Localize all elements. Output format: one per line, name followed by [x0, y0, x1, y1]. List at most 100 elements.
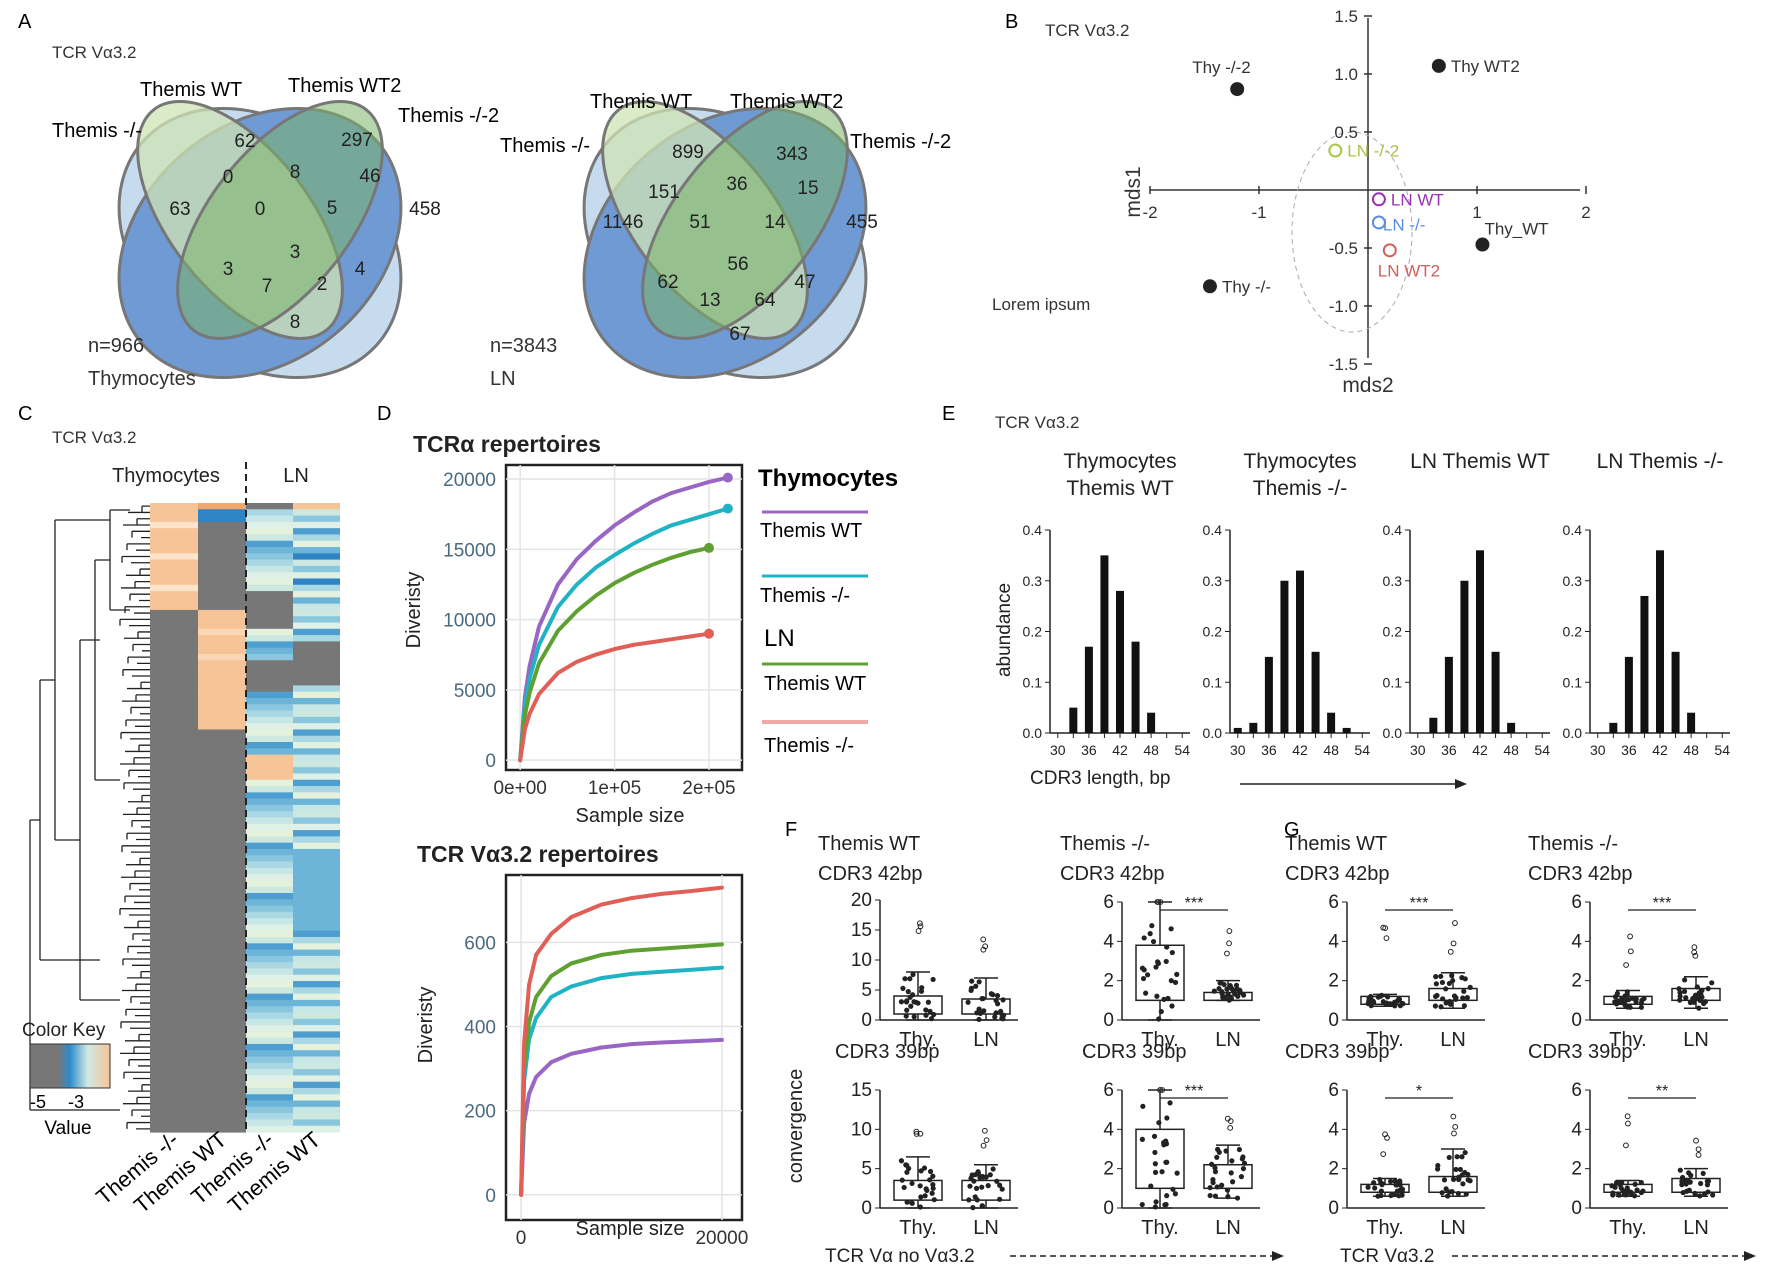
boxplot-point — [1694, 984, 1700, 990]
c-heat-cell — [293, 660, 340, 668]
c-heat-cell — [198, 622, 246, 630]
boxplot-point — [1682, 977, 1688, 983]
venn2-set-3 — [641, 100, 849, 340]
c-heat-cell — [198, 691, 246, 699]
c-heat-cell — [293, 653, 340, 661]
c-heat-cell — [198, 905, 246, 913]
panel-c-title: TCR Vα3.2 — [52, 428, 136, 447]
venn1-n: n=966 — [88, 335, 144, 357]
c-heat-cell — [246, 930, 293, 938]
boxplot-x-tick-label: LN — [1683, 1217, 1709, 1239]
c-heat-cell — [246, 760, 293, 768]
panel-letter-g: G — [1284, 819, 1300, 841]
c-key-tick-1: -5 — [30, 1092, 46, 1112]
boxplot-point — [1161, 1142, 1167, 1148]
venn1-v12: 7 — [262, 276, 273, 297]
panel-b-title: TCR Vα3.2 — [1045, 21, 1129, 40]
boxplot-point — [980, 1174, 986, 1180]
boxplot-point — [1224, 986, 1230, 992]
c-heat-cell — [150, 999, 198, 1007]
c-heat-cell — [150, 528, 198, 536]
boxplot-y-tick-label: 0 — [1328, 1010, 1339, 1031]
boxplot-y-tick-label: 10 — [851, 950, 872, 971]
c-heat-cell — [198, 918, 246, 926]
c-heat-cell — [246, 754, 293, 762]
d-series-endpoint — [722, 503, 733, 514]
e-y-tick-label: 0.3 — [1203, 573, 1223, 589]
boxplot-outlier — [913, 1131, 920, 1137]
c-heat-cell — [246, 817, 293, 825]
e-x-tick-label: 42 — [1292, 742, 1308, 758]
c-heat-cell — [293, 1119, 340, 1127]
boxplot-point — [1677, 997, 1683, 1003]
c-heat-cell — [293, 553, 340, 561]
boxplot-y-tick-label: 0 — [861, 1198, 872, 1219]
e-y-tick-label: 0.4 — [1203, 522, 1223, 538]
c-heat-cell — [150, 748, 198, 756]
venn1-v9: 5 — [327, 198, 338, 219]
boxplot-point — [1241, 1160, 1248, 1166]
c-heat-cell — [293, 968, 340, 976]
boxplot-point — [1443, 1186, 1449, 1192]
c-heat-cell — [150, 628, 198, 636]
boxplot-title-2: CDR3 42bp — [1528, 863, 1633, 885]
boxplot-point — [1462, 1149, 1468, 1156]
boxplot-y-tick-label: 4 — [1103, 1119, 1114, 1140]
boxplot-point — [904, 1007, 910, 1013]
boxplot-point — [1697, 997, 1703, 1004]
boxplot-point — [1154, 993, 1160, 999]
boxplot-point — [1438, 973, 1444, 979]
boxplot-y-tick-label: 6 — [1103, 892, 1114, 913]
c-heat-cell — [198, 647, 246, 655]
c-heat-cell — [293, 578, 340, 586]
c-heat-cell — [198, 704, 246, 712]
c-heat-cell — [293, 515, 340, 523]
c-heat-cell — [293, 817, 340, 825]
c-heat-cell — [198, 874, 246, 881]
c-heat-cell — [198, 559, 246, 567]
boxplot-point — [1380, 999, 1386, 1005]
boxplot-f4: CDR3 39bp 0 2 4 6 Thy. LN *** — [1082, 1041, 1260, 1239]
c-heat-cell — [198, 1119, 246, 1127]
boxplot-y-tick-label: 0 — [1328, 1198, 1339, 1219]
c-heat-cell — [293, 792, 340, 800]
c-heat-cell — [293, 1056, 340, 1064]
c-heat-cell — [293, 861, 340, 869]
boxplot-point — [1446, 980, 1452, 987]
c-heat-cell — [198, 547, 246, 554]
c-heat-cell — [293, 987, 340, 995]
c-heat-cell — [293, 534, 340, 542]
boxplot-point — [976, 1016, 982, 1023]
boxplot-point — [1700, 1170, 1706, 1177]
c-heat-cell — [150, 503, 198, 510]
e-x-tick-label: 30 — [1590, 742, 1606, 758]
b-point — [1371, 192, 1386, 207]
c-heat-cell — [198, 937, 246, 944]
boxplot-point — [1368, 995, 1374, 1001]
boxplot-point — [965, 999, 971, 1005]
boxplot-point — [1219, 1182, 1225, 1188]
c-heat-cell — [246, 886, 293, 894]
boxplot-point — [1684, 1188, 1690, 1194]
e-histogram: LN Themis WT 0.0 0.1 0.2 0.3 0.4 30 36 42 48 54 — [1383, 450, 1551, 758]
c-heat-cell — [198, 779, 246, 787]
c-heat-cell — [293, 628, 340, 636]
boxplot-point — [1454, 1154, 1460, 1160]
c-heat-cell — [246, 515, 293, 523]
boxplot-point — [1634, 1187, 1640, 1193]
venn1-v3: 297 — [341, 130, 373, 151]
boxplot-x-tick-label: LN — [1215, 1029, 1241, 1051]
venn1-v5: 0 — [223, 167, 234, 188]
c-heat-cell — [246, 572, 293, 580]
boxplot-point — [1392, 1003, 1398, 1009]
c-heat-cell — [198, 798, 246, 806]
boxplot-g1: Themis WT CDR3 42bp 0 2 4 6 Thy. LN *** — [1285, 833, 1485, 1051]
boxplot-y-tick-label: 2 — [1328, 971, 1339, 992]
boxplot-outlier — [1695, 1152, 1702, 1158]
boxplot-point — [1461, 1003, 1467, 1009]
boxplot-point — [1164, 1115, 1170, 1121]
c-heat-cell — [246, 666, 293, 674]
boxplot-point — [987, 1172, 993, 1178]
boxplot-point — [1375, 994, 1381, 1000]
boxplot-outlier — [1380, 1151, 1387, 1158]
